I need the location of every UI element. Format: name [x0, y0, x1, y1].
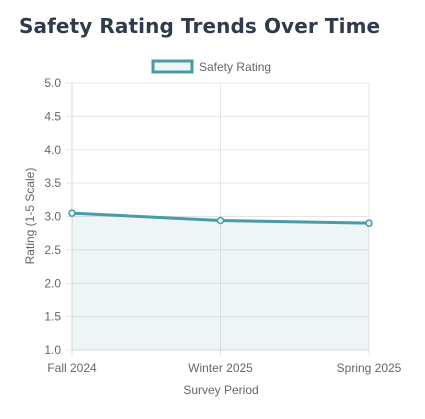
y-tick-label: 4.0: [44, 143, 61, 157]
data-point: [68, 209, 76, 217]
y-tick-label: 1.0: [44, 343, 61, 357]
y-tick-label: 1.5: [44, 310, 61, 324]
y-tick-labels: 1.0 1.5 2.0 2.5 3.0 3.5 4.0 4.5 5.0: [44, 76, 61, 357]
data-point: [216, 216, 225, 225]
area-fill: [72, 213, 369, 350]
legend[interactable]: Safety Rating: [151, 59, 271, 74]
y-axis-title: Rating (1-5 Scale): [23, 168, 37, 265]
y-tick-label: 4.5: [44, 109, 61, 123]
chart-title: Safety Rating Trends Over Time: [19, 14, 381, 38]
y-tick-label: 2.0: [44, 276, 61, 290]
x-tick-label: Spring 2025: [337, 361, 402, 375]
y-tick-label: 3.0: [44, 210, 61, 224]
y-tick-label: 5.0: [44, 76, 61, 90]
legend-label[interactable]: Safety Rating: [199, 60, 271, 74]
y-tick-label: 2.5: [44, 243, 61, 257]
x-tick-label: Winter 2025: [188, 361, 253, 375]
x-axis-title: Survey Period: [183, 383, 258, 397]
x-tick-labels: Fall 2024 Winter 2025 Spring 2025: [47, 361, 401, 375]
series-area: [72, 213, 369, 350]
x-tick-label: Fall 2024: [47, 361, 97, 375]
data-points: [68, 209, 373, 227]
legend-swatch[interactable]: [151, 59, 194, 74]
data-point: [365, 219, 373, 227]
y-tick-label: 3.5: [44, 176, 61, 190]
